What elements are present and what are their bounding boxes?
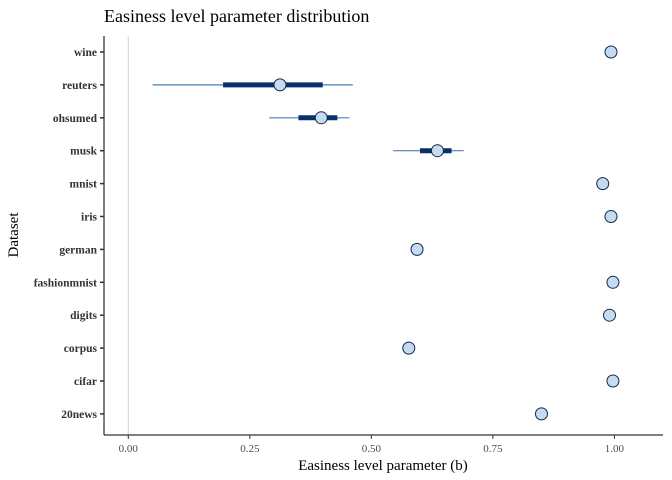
point-20news <box>534 407 548 421</box>
x-tick-label: 0.25 <box>240 443 260 455</box>
x-tick-label: 0.75 <box>483 443 503 455</box>
point-musk <box>430 144 444 158</box>
point-cifar <box>606 374 620 388</box>
point-mnist <box>596 177 610 191</box>
x-tick-label: 0.50 <box>362 443 382 455</box>
chart-title: Easiness level parameter distribution <box>104 6 369 26</box>
x-tick-label: 1.00 <box>605 443 625 455</box>
x-tick-label: 0.00 <box>119 443 139 455</box>
y-tick-label: 20news <box>61 409 97 421</box>
y-tick-label: fashionmnist <box>34 277 97 289</box>
point-wine <box>604 45 618 59</box>
point-iris <box>604 210 618 223</box>
y-tick-label: corpus <box>64 343 98 355</box>
y-tick-label: mnist <box>70 179 98 191</box>
plot-area: 0.00 0.25 0.50 0.75 1.00 wine reuters ohsumed mu… <box>34 36 663 455</box>
x-axis-title: Easiness level parameter (b) <box>298 458 468 474</box>
point-german <box>410 242 424 256</box>
point-ohsumed <box>314 111 328 125</box>
y-tick-label: iris <box>81 212 97 224</box>
point-corpus <box>402 341 416 355</box>
y-tick-label: ohsumed <box>53 113 98 125</box>
y-axis-title: Dataset <box>6 212 22 258</box>
point-reuters <box>273 78 287 92</box>
y-tick-label: german <box>59 244 97 256</box>
point-digits <box>603 308 617 322</box>
y-tick-label: wine <box>74 47 97 59</box>
y-tick-label: digits <box>70 310 97 322</box>
y-tick-label: reuters <box>62 80 97 92</box>
y-tick-label: musk <box>70 146 97 158</box>
point-fashionmnist <box>606 275 620 289</box>
y-tick-label: cifar <box>74 376 97 388</box>
